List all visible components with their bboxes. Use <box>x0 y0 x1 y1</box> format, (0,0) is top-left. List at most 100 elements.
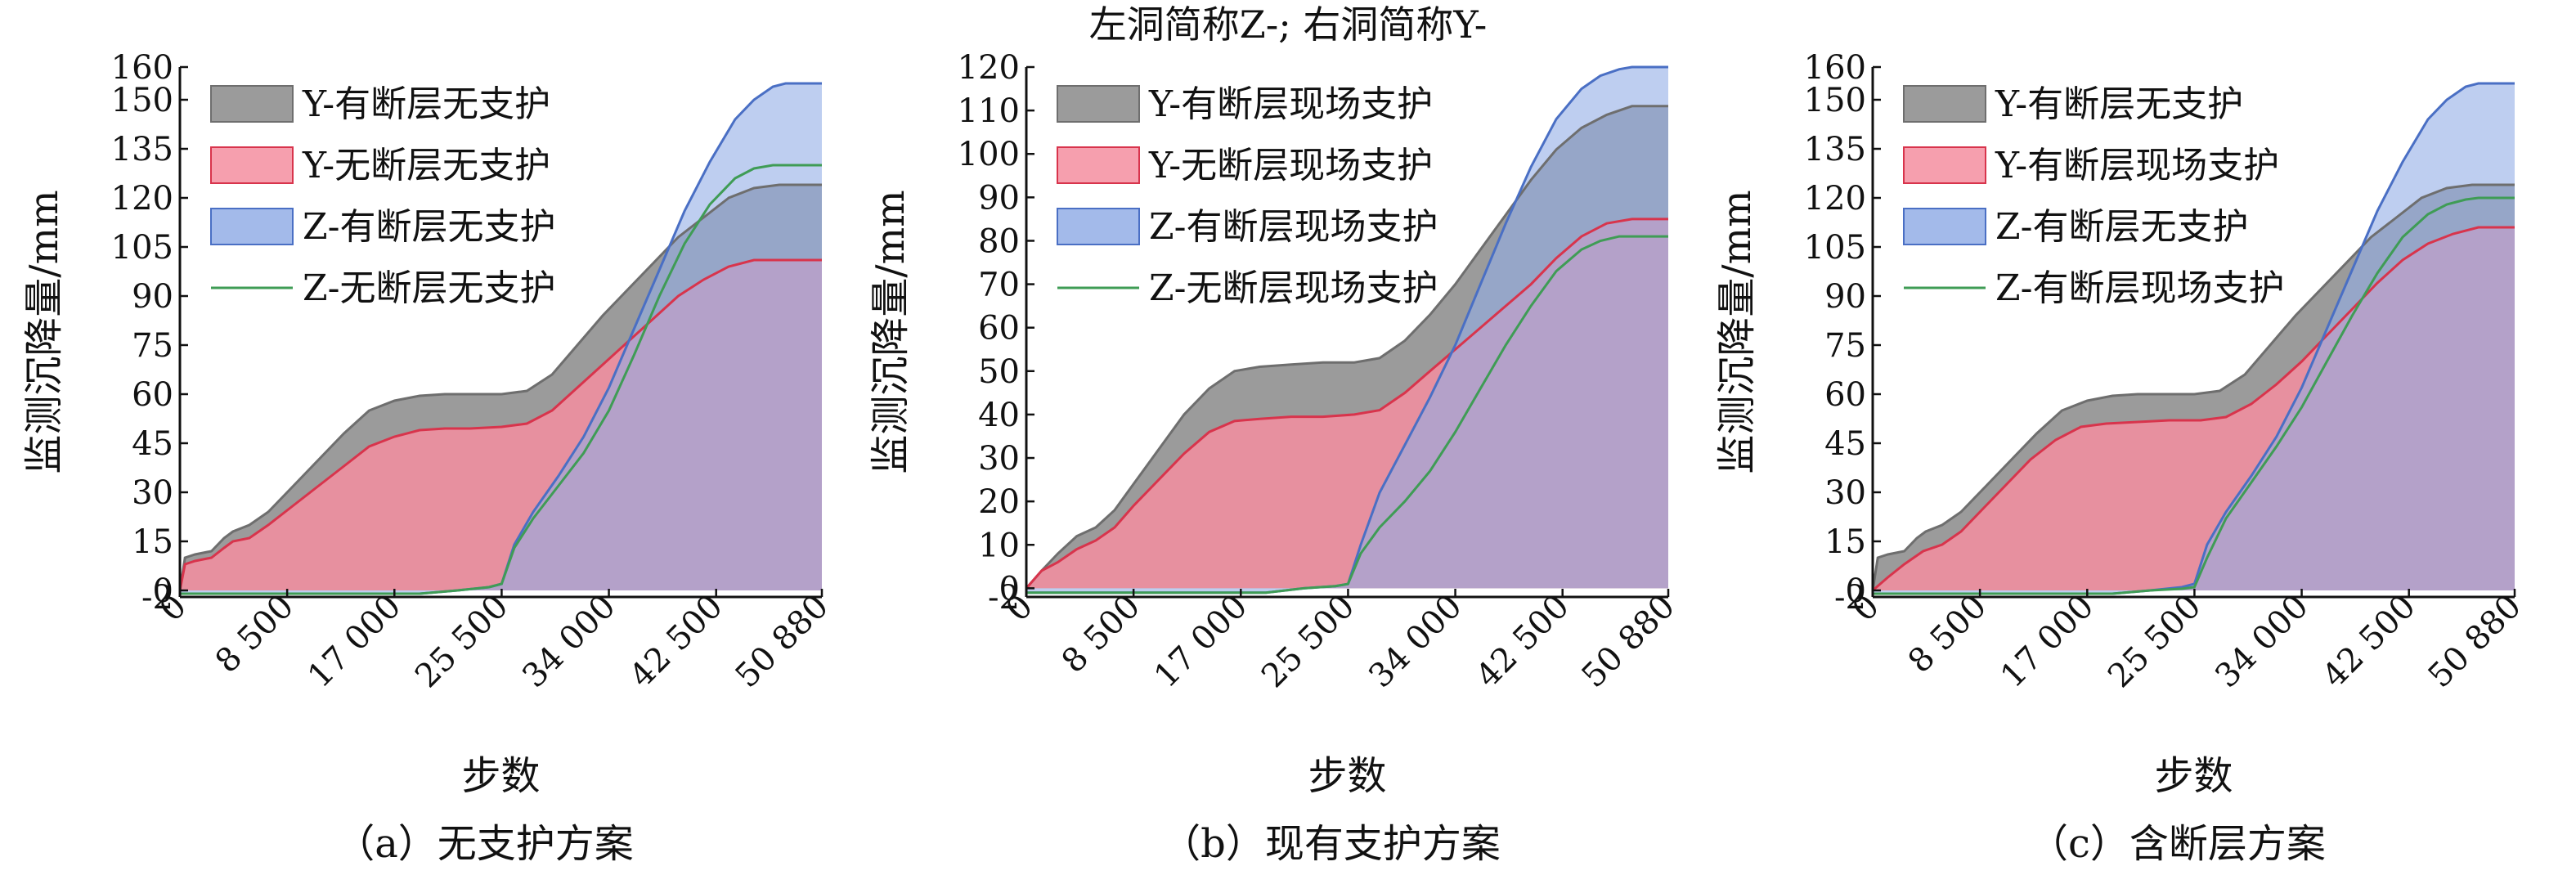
legend-label: Y-有断层现场支护 <box>1148 83 1433 125</box>
y-tick-label: 40 <box>978 397 1020 434</box>
x-tick-label: 8 500 <box>1901 588 1995 681</box>
legend-swatch-red <box>1057 146 1140 184</box>
y-tick-label: 70 <box>978 267 1020 304</box>
x-tick-label: 25 500 <box>2101 588 2208 695</box>
line-red <box>1025 218 1668 590</box>
y-tick-label: 30 <box>132 474 173 512</box>
y-tick-label: 120 <box>1804 180 1866 218</box>
y-tick-label: 120 <box>958 49 1020 87</box>
legend-label: Y-无断层现场支护 <box>1148 145 1433 186</box>
legend-label: Z-无断层现场支护 <box>1149 267 1438 309</box>
legend-swatch-red <box>210 146 294 184</box>
y-tick-label: 90 <box>1824 278 1866 316</box>
y-tick-label: 0 <box>153 572 173 610</box>
y-tick-label: 75 <box>1824 327 1866 365</box>
y-tick-label: 160 <box>111 49 173 87</box>
x-axis-title: 步数 <box>461 753 540 799</box>
figure-title: 左洞简称Z-; 右洞简称Y- <box>1089 2 1487 47</box>
y-tick-label: 30 <box>978 440 1020 478</box>
x-tick-label: 17 000 <box>1147 588 1254 695</box>
y-tick-label: 45 <box>1824 425 1866 463</box>
panel-caption: （b）现有支护方案 <box>1161 821 1501 867</box>
y-tick-label: 100 <box>958 136 1020 173</box>
x-axis-title: 步数 <box>2154 753 2233 799</box>
y-tick-label: 135 <box>1804 131 1866 168</box>
y-tick-label: 20 <box>978 483 1020 521</box>
series-areas <box>180 83 822 594</box>
y-axis-title: 监测沉降量/mm <box>21 190 67 473</box>
x-tick-label: 34 000 <box>2208 588 2315 695</box>
area-blue <box>1026 67 1668 593</box>
area-blue <box>1873 83 2515 594</box>
panel-caption: （a）无支护方案 <box>335 821 634 867</box>
x-tick-label: 8 500 <box>1055 588 1148 681</box>
x-tick-label: 17 000 <box>301 588 408 695</box>
y-axis-title: 监测沉降量/mm <box>868 190 913 473</box>
y-tick-label: 160 <box>1804 49 1866 87</box>
y-tick-label: 0 <box>999 570 1020 608</box>
y-tick-label: 110 <box>958 92 1020 130</box>
y-tick-label: 105 <box>1804 229 1866 267</box>
y-tick-label: 135 <box>111 131 173 168</box>
line-gray <box>178 183 822 591</box>
series-areas <box>1873 83 2515 594</box>
legend-swatch-red <box>1903 146 1986 184</box>
x-tick-label: 42 500 <box>1469 588 1576 695</box>
y-tick-label: 60 <box>1824 376 1866 414</box>
y-tick-label: 120 <box>111 180 173 218</box>
y-tick-label: 30 <box>1824 474 1866 512</box>
y-tick-label: 90 <box>132 278 173 316</box>
y-tick-label: -2 <box>141 579 173 617</box>
legend-swatch-gray <box>1057 85 1140 123</box>
legend-label: Y-有断层现场支护 <box>1995 145 2279 186</box>
y-tick-label: -2 <box>1834 579 1866 617</box>
legend-label: Y-无断层无支护 <box>302 145 550 186</box>
y-tick-label: 10 <box>978 527 1020 564</box>
y-tick-label: 150 <box>1804 82 1866 119</box>
y-tick-label: 60 <box>132 376 173 414</box>
y-tick-label: -2 <box>988 579 1020 617</box>
x-tick-label: 25 500 <box>1254 588 1362 695</box>
legend-swatch-gray <box>1903 85 1986 123</box>
y-axis-title: 监测沉降量/mm <box>1714 190 1760 473</box>
y-tick-label: 90 <box>978 179 1020 217</box>
x-tick-label: 25 500 <box>408 588 515 695</box>
legend-label: Y-有断层无支护 <box>1995 83 2243 125</box>
legend: Y-有断层无支护 Y-无断层无支护 Z-有断层无支护 Z-无断层无支护 <box>210 83 555 309</box>
legend-label: Z-无断层无支护 <box>303 267 555 309</box>
x-tick-label: 34 000 <box>1362 588 1469 695</box>
x-tick-label: 50 880 <box>1575 588 1682 695</box>
legend-label: Z-有断层无支护 <box>1995 206 2248 248</box>
legend-label: Y-有断层无支护 <box>302 83 550 125</box>
legend-swatch-blue <box>1057 208 1140 245</box>
y-tick-label: 15 <box>132 523 173 561</box>
panel-caption: （c）含断层方案 <box>2029 821 2326 867</box>
legend-label: Z-有断层现场支护 <box>1149 206 1438 248</box>
line-red <box>1872 226 2515 592</box>
x-tick-label: 8 500 <box>209 588 302 681</box>
line-gray <box>1871 183 2515 591</box>
legend: Y-有断层现场支护 Y-无断层现场支护 Z-有断层现场支护 Z-无断层现场支护 <box>1057 83 1438 309</box>
x-tick-label: 42 500 <box>2315 588 2422 695</box>
legend-swatch-blue <box>210 208 294 245</box>
legend-swatch-blue <box>1903 208 1986 245</box>
x-tick-label: 34 000 <box>515 588 622 695</box>
y-tick-label: 0 <box>1846 572 1866 610</box>
x-tick-label: 50 880 <box>729 588 836 695</box>
y-tick-label: 80 <box>978 222 1020 260</box>
line-red <box>178 258 822 591</box>
x-tick-label: 50 880 <box>2421 588 2529 695</box>
line-gray <box>1025 105 1668 590</box>
x-tick-label: 17 000 <box>1994 588 2101 695</box>
y-tick-label: 150 <box>111 82 173 119</box>
x-tick-label: 42 500 <box>622 588 729 695</box>
y-tick-label: 75 <box>132 327 173 365</box>
y-tick-label: 105 <box>111 229 173 267</box>
y-tick-label: 50 <box>978 353 1020 391</box>
legend-label: Z-有断层现场支护 <box>1995 267 2284 309</box>
